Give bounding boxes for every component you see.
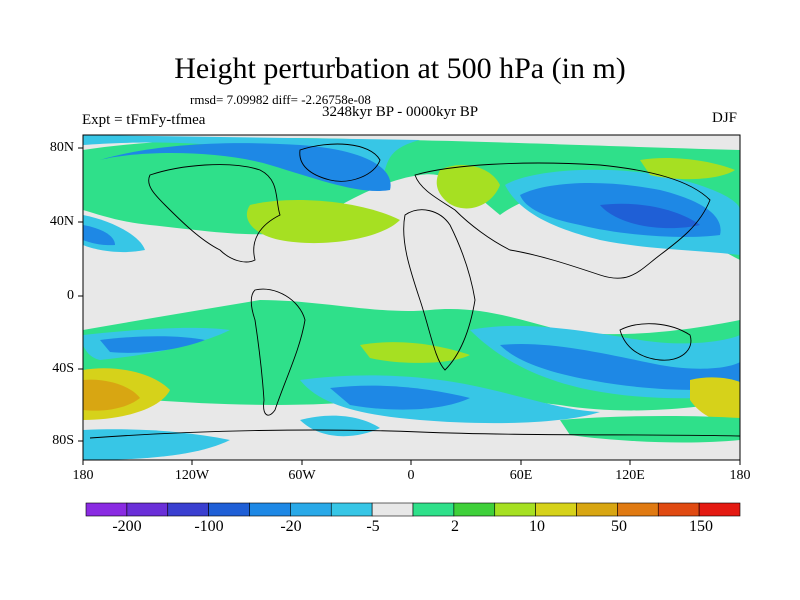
- colorbar-swatch: [494, 502, 536, 517]
- colorbar-label-2: 2: [451, 518, 459, 535]
- colorbar-swatch: [371, 502, 414, 517]
- colorbar-swatch: [453, 502, 496, 517]
- colorbar-label-150: 150: [689, 518, 713, 535]
- lon-label-120e: 120E: [615, 468, 645, 483]
- experiment-label: Expt = tFmFy-tfmea: [82, 112, 206, 128]
- lat-label-eq: 0: [67, 288, 74, 303]
- colorbar-swatch: [330, 502, 373, 517]
- colorbar-swatch: [208, 502, 250, 517]
- colorbar-label-neg100: -100: [194, 518, 224, 535]
- lon-label-60e: 60E: [509, 468, 533, 483]
- colorbar-swatch: [412, 502, 455, 517]
- axis-ticks: [78, 147, 741, 465]
- colorbar-swatch: [535, 502, 577, 517]
- colorbar-swatch: [85, 502, 128, 517]
- period-label: 3248kyr BP - 0000kyr BP: [322, 104, 479, 120]
- colorbar-label-neg20: -20: [280, 518, 302, 535]
- colorbar: [85, 502, 741, 517]
- colorbar-label-10: 10: [529, 518, 545, 535]
- colorbar-label-neg200: -200: [112, 518, 142, 535]
- colorbar-swatch: [290, 502, 332, 517]
- colorbar-swatch: [167, 502, 209, 517]
- stats-line: rmsd= 7.09982 diff= -2.26758e-08: [190, 92, 371, 107]
- lon-label-120w: 120W: [174, 468, 210, 483]
- colorbar-swatch: [698, 502, 741, 517]
- contour-field: [83, 135, 740, 460]
- lat-label-80s: 80S: [52, 433, 74, 448]
- lon-label-60w: 60W: [288, 468, 316, 483]
- colorbar-swatch: [249, 502, 291, 517]
- colorbar-swatch: [617, 502, 659, 517]
- colorbar-label-neg5: -5: [366, 518, 380, 535]
- lon-label-180w: 180: [72, 468, 94, 483]
- map-title: Height perturbation at 500 hPa (in m): [174, 52, 626, 85]
- lon-label-180e: 180: [729, 468, 751, 483]
- colorbar-label-50: 50: [611, 518, 627, 535]
- lat-label-80n: 80N: [49, 140, 74, 155]
- lat-label-40n: 40N: [49, 214, 74, 229]
- colorbar-swatch: [576, 502, 618, 517]
- colorbar-swatch: [126, 502, 169, 517]
- colorbar-swatch: [657, 502, 700, 517]
- lat-label-40s: 40S: [52, 361, 74, 376]
- lon-label-0: 0: [407, 468, 415, 483]
- season-label: DJF: [712, 110, 738, 126]
